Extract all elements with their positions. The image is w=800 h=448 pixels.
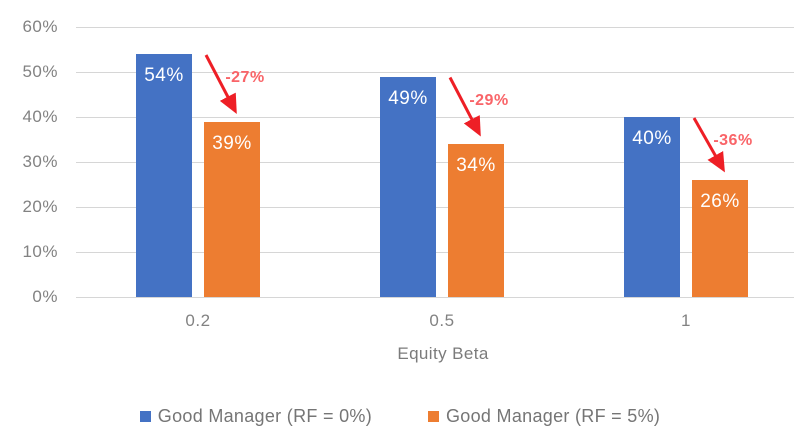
legend-item: Good Manager (RF = 5%) xyxy=(428,406,660,427)
bar-data-label: 26% xyxy=(700,191,740,212)
y-axis-tick-label: 30% xyxy=(22,152,58,171)
gridline xyxy=(76,296,794,298)
y-axis-tick-label: 0% xyxy=(32,287,58,306)
gridline xyxy=(76,26,794,28)
bar-data-label: 40% xyxy=(632,128,672,149)
legend-label: Good Manager (RF = 5%) xyxy=(446,406,661,426)
chart-legend: Good Manager (RF = 0%) Good Manager (RF =… xyxy=(0,406,800,427)
decrease-annotation-label: -27% xyxy=(225,69,265,86)
y-axis-tick-label: 50% xyxy=(22,62,58,81)
x-axis-tick-label: 1 xyxy=(681,311,691,330)
bar-rf5-0.2: 39% xyxy=(204,121,260,297)
bar-rf0-0.2: 54% xyxy=(136,54,192,297)
y-axis-tick-label: 20% xyxy=(22,197,58,216)
x-axis-title: Equity Beta xyxy=(397,344,489,363)
bar-rf5-0.5: 34% xyxy=(448,144,504,297)
legend-label: Good Manager (RF = 0%) xyxy=(157,406,372,426)
legend-item: Good Manager (RF = 0%) xyxy=(139,406,372,427)
bar-rf0-1: 40% xyxy=(624,117,680,297)
y-axis-tick-label: 40% xyxy=(22,107,58,126)
bar-data-label: 34% xyxy=(456,155,496,176)
bar-data-label: 39% xyxy=(212,132,252,154)
legend-swatch-icon xyxy=(139,411,151,422)
legend-swatch-icon xyxy=(428,411,439,422)
bar-data-label: 49% xyxy=(388,87,428,109)
y-axis-tick-label: 10% xyxy=(22,242,58,261)
gridline xyxy=(76,71,794,73)
x-axis-tick-label: 0.5 xyxy=(429,311,455,330)
bar-data-label: 54% xyxy=(144,65,184,86)
decrease-annotation-label: -36% xyxy=(713,132,753,149)
y-axis-tick-label: 60% xyxy=(22,17,58,36)
x-axis-tick-label: 0.2 xyxy=(185,311,211,330)
bar-rf0-0.5: 49% xyxy=(380,76,436,297)
bar-rf5-1: 26% xyxy=(692,180,748,297)
decrease-annotation-label: -29% xyxy=(469,91,509,109)
